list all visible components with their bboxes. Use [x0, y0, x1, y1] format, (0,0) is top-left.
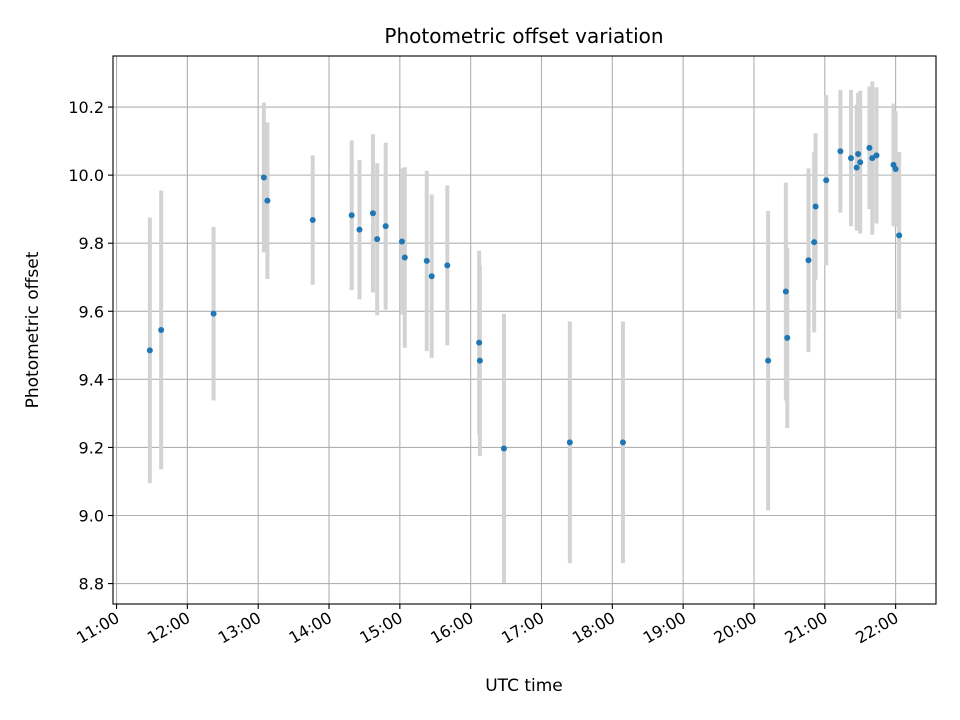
- data-point: [476, 339, 483, 346]
- y-tick-label: 9.8: [79, 234, 104, 253]
- x-tick-label: 17:00: [498, 608, 547, 648]
- data-point: [873, 152, 880, 159]
- data-point: [476, 357, 483, 364]
- data-point: [784, 334, 791, 341]
- data-point: [369, 210, 376, 217]
- data-point: [158, 327, 165, 333]
- data-point: [782, 288, 789, 295]
- data-point: [146, 347, 153, 354]
- data-point: [869, 155, 876, 162]
- data-point: [428, 273, 435, 280]
- x-tick-label: 21:00: [781, 608, 830, 648]
- x-axis-label: UTC time: [485, 676, 563, 696]
- y-tick-label: 10.0: [68, 166, 104, 185]
- y-axis-ticks: 8.8 9.0 9.2 9.4 9.6 9.8 10.0 10.2: [68, 98, 113, 594]
- error-bars: [147, 81, 902, 583]
- data-point: [210, 310, 217, 317]
- data-point: [444, 262, 451, 269]
- data-point: [500, 445, 507, 452]
- data-point: [398, 238, 405, 245]
- y-tick-label: 10.2: [68, 98, 104, 117]
- x-tick-label: 12:00: [144, 608, 193, 648]
- data-point: [348, 212, 355, 219]
- x-tick-label: 11:00: [73, 608, 122, 648]
- x-tick-label: 18:00: [569, 608, 618, 648]
- y-tick-label: 9.0: [79, 507, 104, 526]
- y-tick-label: 8.8: [79, 575, 104, 594]
- data-point: [805, 257, 812, 264]
- data-points: [146, 144, 903, 452]
- data-point: [309, 217, 316, 224]
- x-tick-label: 15:00: [356, 608, 405, 648]
- data-point: [566, 439, 573, 446]
- x-tick-label: 22:00: [852, 608, 901, 648]
- plot-frame: [112, 55, 937, 605]
- data-point: [401, 254, 408, 261]
- y-tick-label: 9.6: [79, 302, 104, 321]
- x-tick-label: 14:00: [286, 608, 335, 648]
- data-point: [382, 223, 389, 230]
- x-tick-label: 16:00: [427, 608, 476, 648]
- data-point: [866, 144, 873, 151]
- x-axis-ticks: 11:00 12:00 13:00 14:00 15:00 16:00 17:00 18:00…: [73, 604, 902, 648]
- data-point: [260, 174, 267, 181]
- data-point: [896, 232, 903, 239]
- data-point: [765, 357, 772, 364]
- data-point: [823, 177, 830, 184]
- data-point: [264, 197, 271, 204]
- data-point: [374, 236, 381, 243]
- data-point: [857, 159, 864, 166]
- data-point: [356, 226, 363, 233]
- x-tick-label: 20:00: [711, 608, 760, 648]
- chart-title: Photometric offset variation: [384, 24, 663, 48]
- data-point: [811, 239, 818, 246]
- data-point: [853, 164, 860, 171]
- data-point: [619, 439, 626, 446]
- data-point: [892, 166, 899, 173]
- data-point: [812, 203, 819, 210]
- data-point: [837, 148, 844, 155]
- data-point: [848, 155, 855, 162]
- data-point: [855, 151, 862, 158]
- y-tick-label: 9.2: [79, 438, 104, 457]
- x-tick-label: 19:00: [640, 608, 689, 648]
- y-tick-label: 9.4: [79, 370, 104, 389]
- data-point: [423, 257, 430, 264]
- x-tick-label: 13:00: [215, 608, 264, 648]
- y-axis-label: Photometric offset: [23, 251, 43, 408]
